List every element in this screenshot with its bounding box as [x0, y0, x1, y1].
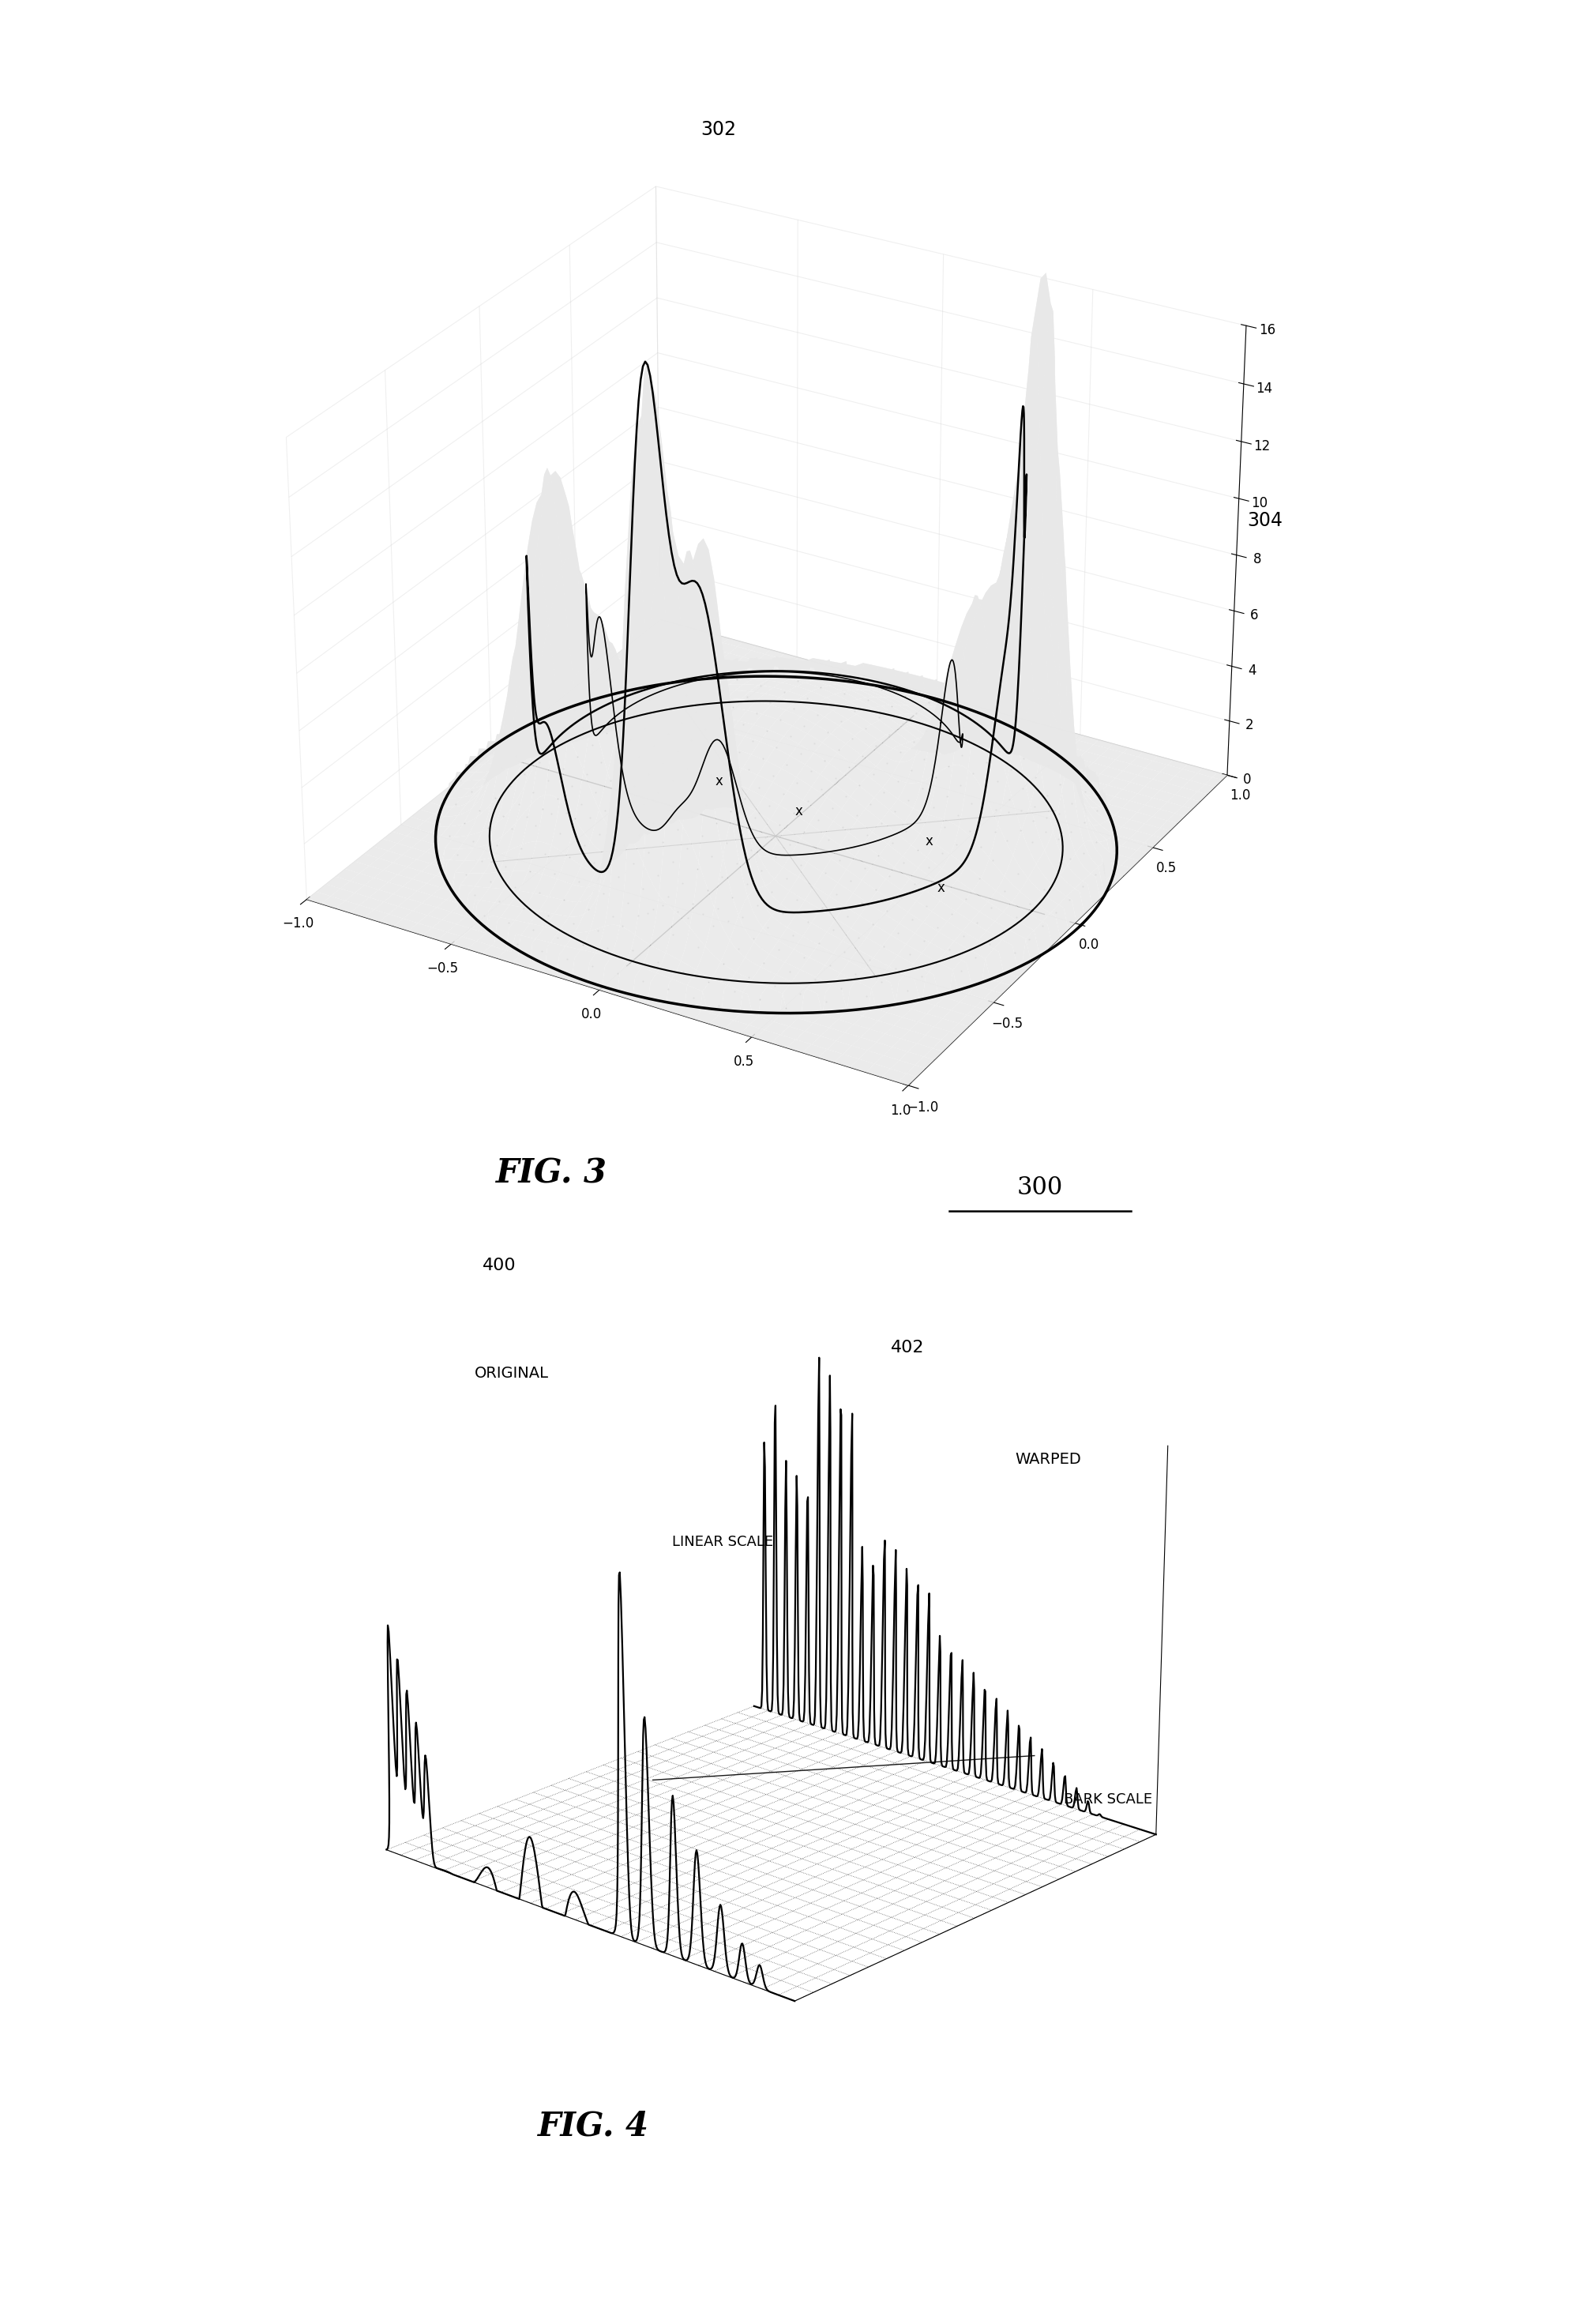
- Text: 402: 402: [891, 1339, 924, 1355]
- Text: 400: 400: [482, 1257, 515, 1274]
- Text: 300: 300: [1016, 1176, 1064, 1199]
- Text: FIG. 3: FIG. 3: [496, 1157, 607, 1190]
- Text: WARPED: WARPED: [1014, 1452, 1081, 1466]
- Text: 304: 304: [1247, 511, 1282, 530]
- Text: 302: 302: [701, 121, 735, 139]
- Text: FIG. 4: FIG. 4: [537, 2110, 650, 2143]
- Text: ORIGINAL: ORIGINAL: [474, 1367, 548, 1380]
- Text: LINEAR SCALE: LINEAR SCALE: [672, 1534, 773, 1548]
- Text: BARK SCALE: BARK SCALE: [1064, 1792, 1152, 1806]
